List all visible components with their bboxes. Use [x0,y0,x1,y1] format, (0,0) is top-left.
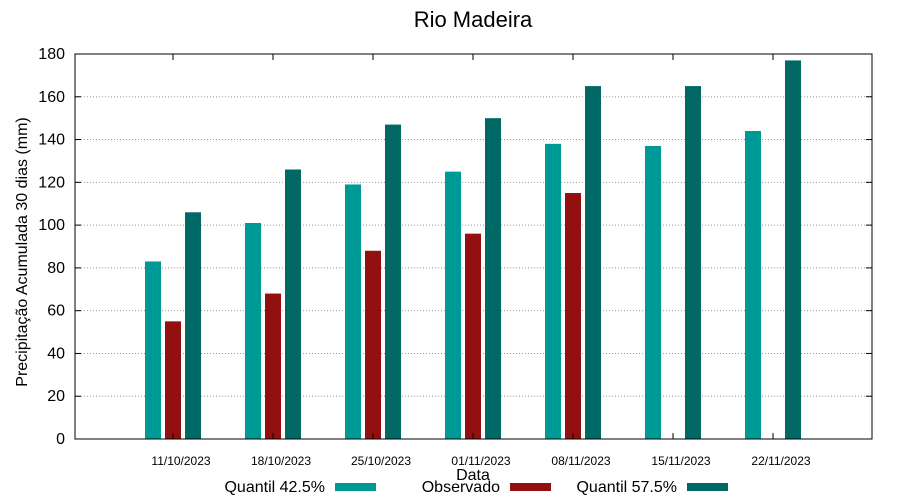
bar-quantil-57-5--2 [385,124,401,439]
bar-quantil-57-5--6 [785,60,801,440]
y-tick-label: 180 [38,46,65,63]
x-tick-label: 01/11/2023 [451,454,510,468]
legend-label-2: Quantil 57.5% [576,479,677,496]
bar-quantil-42-5--5 [645,145,661,439]
x-tick-label: 08/11/2023 [551,454,610,468]
y-axis-label: Precipitação Acumulada 30 dias (mm) [14,117,31,386]
bar-quantil-42-5--6 [745,131,761,439]
y-tick-label: 120 [38,174,65,191]
bar-quantil-42-5--1 [245,222,261,439]
legend: Quantil 42.5% Observado Quantil 57.5% [224,479,728,496]
legend-swatch-0 [335,483,376,491]
bar-quantil-42-5--4 [545,143,561,440]
bar-quantil-57-5--1 [285,169,301,439]
y-axis: 0 20 40 60 80 100 120 140 160 180 [38,46,872,448]
bar-quantil-57-5--4 [585,86,601,439]
grid [75,96,872,397]
bar-observado-1 [265,293,281,439]
y-tick-label: 160 [38,89,65,106]
y-tick-label: 140 [38,132,65,149]
chart-title: Rio Madeira [414,7,533,32]
bar-quantil-42-5--0 [145,261,161,439]
y-tick-label: 100 [38,217,65,234]
y-tick-label: 40 [47,345,65,362]
bar-observado-0 [165,321,181,439]
y-tick-label: 0 [56,431,65,448]
legend-label-0: Quantil 42.5% [224,479,325,496]
bar-observado-4 [565,193,581,439]
bar-quantil-42-5--2 [345,184,361,439]
y-tick-label: 60 [47,303,65,320]
y-tick-label: 20 [47,388,65,405]
bar-observado-2 [365,250,381,439]
legend-swatch-2 [687,483,728,491]
y-tick-label: 80 [47,260,65,277]
legend-swatch-1 [510,483,551,491]
x-tick-label: 22/11/2023 [751,454,810,468]
x-tick-label: 18/10/2023 [251,454,311,468]
x-tick-label: 11/10/2023 [151,454,210,468]
legend-label-1: Observado [422,479,500,496]
x-axis-label: Data [456,467,490,484]
bars [145,60,801,440]
bar-quantil-57-5--0 [185,212,201,439]
bar-quantil-57-5--3 [485,118,501,440]
bar-quantil-42-5--3 [445,171,461,439]
x-tick-label: 15/11/2023 [651,454,710,468]
bar-observado-3 [465,233,481,439]
bar-quantil-57-5--5 [685,86,701,439]
x-axis: 11/10/2023 18/10/2023 25/10/2023 01/11/2023… [151,54,811,468]
x-tick-label: 25/10/2023 [351,454,411,468]
